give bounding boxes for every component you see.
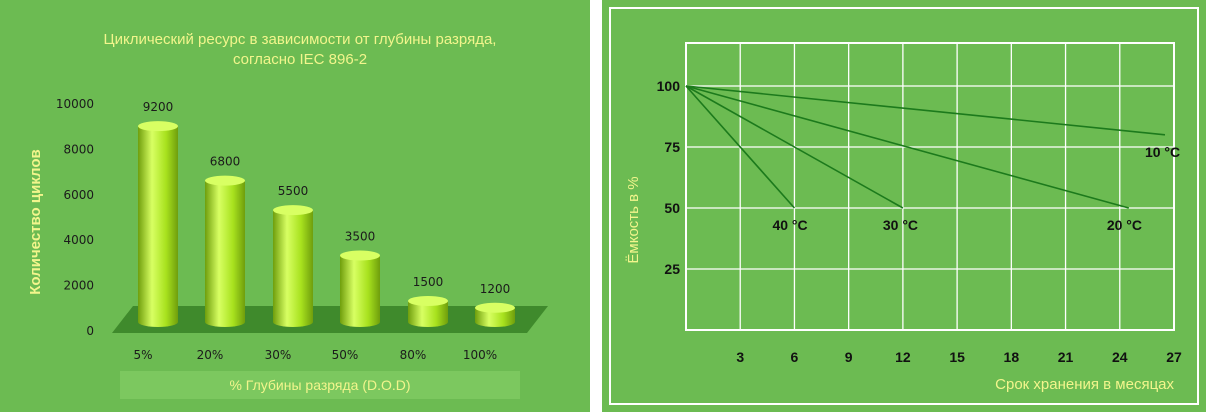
bar-top xyxy=(408,295,448,306)
chart-title-line: согласно IEC 896-2 xyxy=(233,51,367,68)
x-axis-title-box xyxy=(120,371,520,399)
y-tick-label: 8000 xyxy=(63,142,94,156)
x-tick-label: 5% xyxy=(133,348,152,362)
x-tick-label: 9 xyxy=(845,349,853,365)
bar-body xyxy=(340,255,380,327)
bar-value-label: 5500 xyxy=(278,184,309,198)
x-tick-label: 21 xyxy=(1058,349,1074,365)
y-tick-label: 10000 xyxy=(56,97,94,111)
bar-body xyxy=(205,180,245,327)
bar xyxy=(138,121,178,327)
x-axis-title: % Глубины разряда (D.O.D) xyxy=(229,377,410,393)
storage-capacity-chart-panel: 3 6 9 12 15 18 21 24 27 25 50 75 100 10 °C 20 °C 30 °C 4… xyxy=(602,0,1206,412)
x-tick-label: 30% xyxy=(265,348,292,362)
x-tick-label: 20% xyxy=(197,348,224,362)
series-line xyxy=(685,85,1130,209)
series-label: 20 °C xyxy=(1107,217,1142,233)
x-tick-label: 18 xyxy=(1004,349,1020,365)
bar-top xyxy=(475,302,515,313)
x-tick-label: 27 xyxy=(1166,349,1182,365)
bar xyxy=(408,295,448,327)
bar-value-label: 1200 xyxy=(480,282,511,296)
y-axis-title: Количество циклов xyxy=(27,149,44,294)
series-line xyxy=(685,85,1166,136)
bar-top xyxy=(273,205,313,216)
cycle-life-chart-panel: Циклический ресурс в зависимости от глуб… xyxy=(0,0,590,412)
bar xyxy=(475,302,515,327)
x-tick-label: 3 xyxy=(736,349,744,365)
bar-body xyxy=(273,210,313,327)
series-label: 30 °C xyxy=(883,217,918,233)
y-tick-label: 2000 xyxy=(63,279,94,293)
bar xyxy=(340,250,380,327)
storage-capacity-chart: 3 6 9 12 15 18 21 24 27 25 50 75 100 10 °C 20 °C 30 °C 4… xyxy=(609,7,1199,405)
y-axis-title: Ёмкость в % xyxy=(625,176,642,263)
bar-body xyxy=(475,307,515,327)
x-tick-label: 100% xyxy=(463,348,497,362)
bar-body xyxy=(408,300,448,327)
series-line xyxy=(685,85,796,209)
x-tick-label: 6 xyxy=(791,349,799,365)
x-tick-label: 15 xyxy=(949,349,965,365)
series-label: 40 °C xyxy=(772,217,807,233)
bar xyxy=(273,205,313,327)
x-tick-label: 50% xyxy=(332,348,359,362)
x-tick-label: 12 xyxy=(895,349,911,365)
series-line xyxy=(685,85,904,209)
x-tick-label: 80% xyxy=(400,348,427,362)
bar-value-label: 6800 xyxy=(210,155,241,169)
y-tick-label: 4000 xyxy=(63,233,94,247)
bar-body xyxy=(138,126,178,327)
y-tick-label: 50 xyxy=(664,200,680,216)
y-tick-label: 25 xyxy=(664,261,680,277)
bar xyxy=(205,175,245,327)
cycle-life-chart: Циклический ресурс в зависимости от глуб… xyxy=(27,31,548,399)
x-tick-label: 24 xyxy=(1112,349,1128,365)
bar-top xyxy=(138,121,178,132)
bar-value-label: 3500 xyxy=(345,230,376,244)
chart-title-line: Циклический ресурс в зависимости от глуб… xyxy=(104,31,497,48)
bar-top xyxy=(205,175,245,186)
bar-value-label: 9200 xyxy=(143,100,174,114)
bar-top xyxy=(340,250,380,261)
series-label: 10 °C xyxy=(1145,144,1180,160)
y-tick-label: 6000 xyxy=(63,188,94,202)
y-tick-label: 75 xyxy=(664,139,680,155)
y-tick-label: 0 xyxy=(86,324,94,338)
bar-value-label: 1500 xyxy=(413,275,444,289)
y-tick-label: 100 xyxy=(657,78,681,94)
x-axis-title: Срок хранения в месяцах xyxy=(995,376,1174,393)
chart-frame xyxy=(609,7,1199,405)
